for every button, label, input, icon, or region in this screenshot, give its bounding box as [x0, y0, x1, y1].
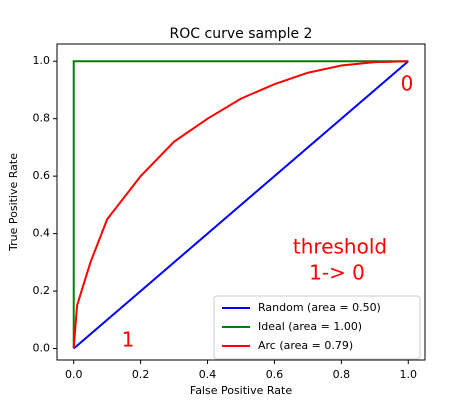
- legend-label: Random (area = 0.50): [258, 301, 381, 314]
- chart-title: ROC curve sample 2: [170, 26, 313, 42]
- y-tick-label: 0.0: [33, 342, 51, 355]
- x-tick-label: 1.0: [400, 368, 418, 381]
- y-tick-label: 1.0: [33, 54, 51, 67]
- legend-label: Ideal (area = 1.00): [258, 320, 362, 333]
- annotation: 0: [401, 72, 414, 96]
- y-axis-label: True Positive Rate: [7, 153, 20, 252]
- annotation: 1-> 0: [309, 261, 365, 285]
- plot-frame: [56, 43, 426, 361]
- x-tick-label: 0.8: [333, 368, 351, 381]
- series-line: [73, 60, 409, 350]
- legend-box: [213, 295, 421, 360]
- x-tick-label: 0.0: [65, 368, 83, 381]
- y-tick-label: 0.8: [33, 112, 51, 125]
- annotation: threshold: [293, 235, 387, 259]
- series-line: [72, 60, 409, 349]
- x-tick-label: 0.4: [199, 368, 217, 381]
- x-tick-label: 0.6: [266, 368, 284, 381]
- y-tick-label: 0.4: [33, 227, 51, 240]
- series-line: [72, 60, 409, 349]
- legend-label: Arc (area = 0.79): [258, 339, 353, 352]
- x-axis-label: False Positive Rate: [190, 384, 292, 397]
- annotation: 1: [122, 328, 135, 352]
- x-tick-label: 0.2: [132, 368, 150, 381]
- y-tick-label: 0.6: [33, 169, 51, 182]
- y-tick-label: 0.2: [33, 284, 51, 297]
